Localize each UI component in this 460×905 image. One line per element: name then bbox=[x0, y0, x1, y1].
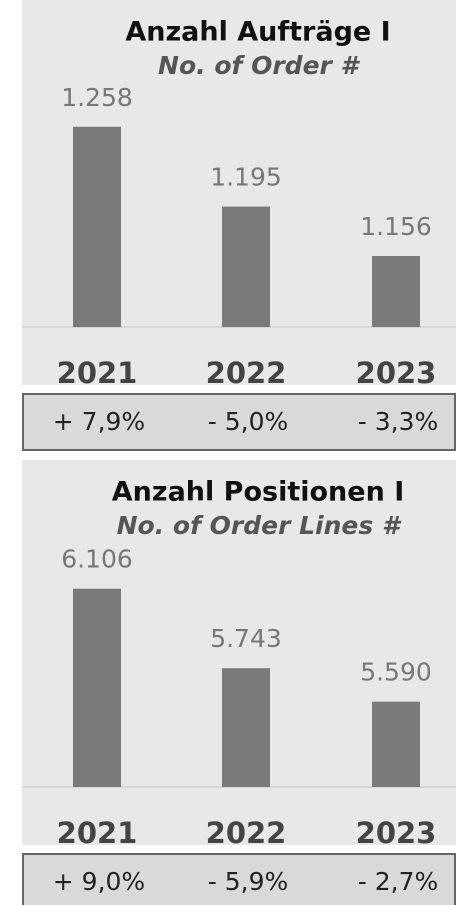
bar bbox=[372, 701, 420, 787]
value-label: 1.195 bbox=[210, 163, 282, 192]
change-label: - 5,0% bbox=[208, 407, 288, 436]
change-label: + 7,9% bbox=[53, 407, 145, 436]
bar bbox=[73, 126, 121, 327]
x-tick-label: 2022 bbox=[206, 356, 287, 390]
chart-subtitle: No. of Order Lines # bbox=[117, 511, 402, 540]
x-tick-label: 2022 bbox=[206, 816, 287, 850]
chart-subtitle: No. of Order # bbox=[158, 51, 361, 80]
x-tick-label: 2023 bbox=[356, 356, 437, 390]
chart-title: Anzahl Positionen I bbox=[112, 477, 405, 508]
value-label: 1.156 bbox=[360, 212, 432, 241]
value-label: 6.106 bbox=[61, 545, 133, 574]
change-row bbox=[22, 853, 456, 905]
change-label: + 9,0% bbox=[53, 867, 145, 896]
change-row bbox=[22, 393, 456, 451]
value-label: 5.590 bbox=[360, 658, 432, 687]
x-tick-label: 2023 bbox=[356, 816, 437, 850]
chart-title: Anzahl Aufträge I bbox=[125, 17, 390, 48]
change-label: - 5,9% bbox=[208, 867, 288, 896]
x-tick-label: 2021 bbox=[57, 356, 138, 390]
bar bbox=[222, 668, 270, 787]
value-label: 1.258 bbox=[61, 83, 133, 112]
bar bbox=[222, 206, 270, 327]
value-label: 5.743 bbox=[210, 624, 282, 653]
x-tick-label: 2021 bbox=[57, 816, 138, 850]
change-label: - 3,3% bbox=[358, 407, 438, 436]
bar bbox=[73, 588, 121, 787]
bar bbox=[372, 256, 420, 327]
change-label: - 2,7% bbox=[358, 867, 438, 896]
